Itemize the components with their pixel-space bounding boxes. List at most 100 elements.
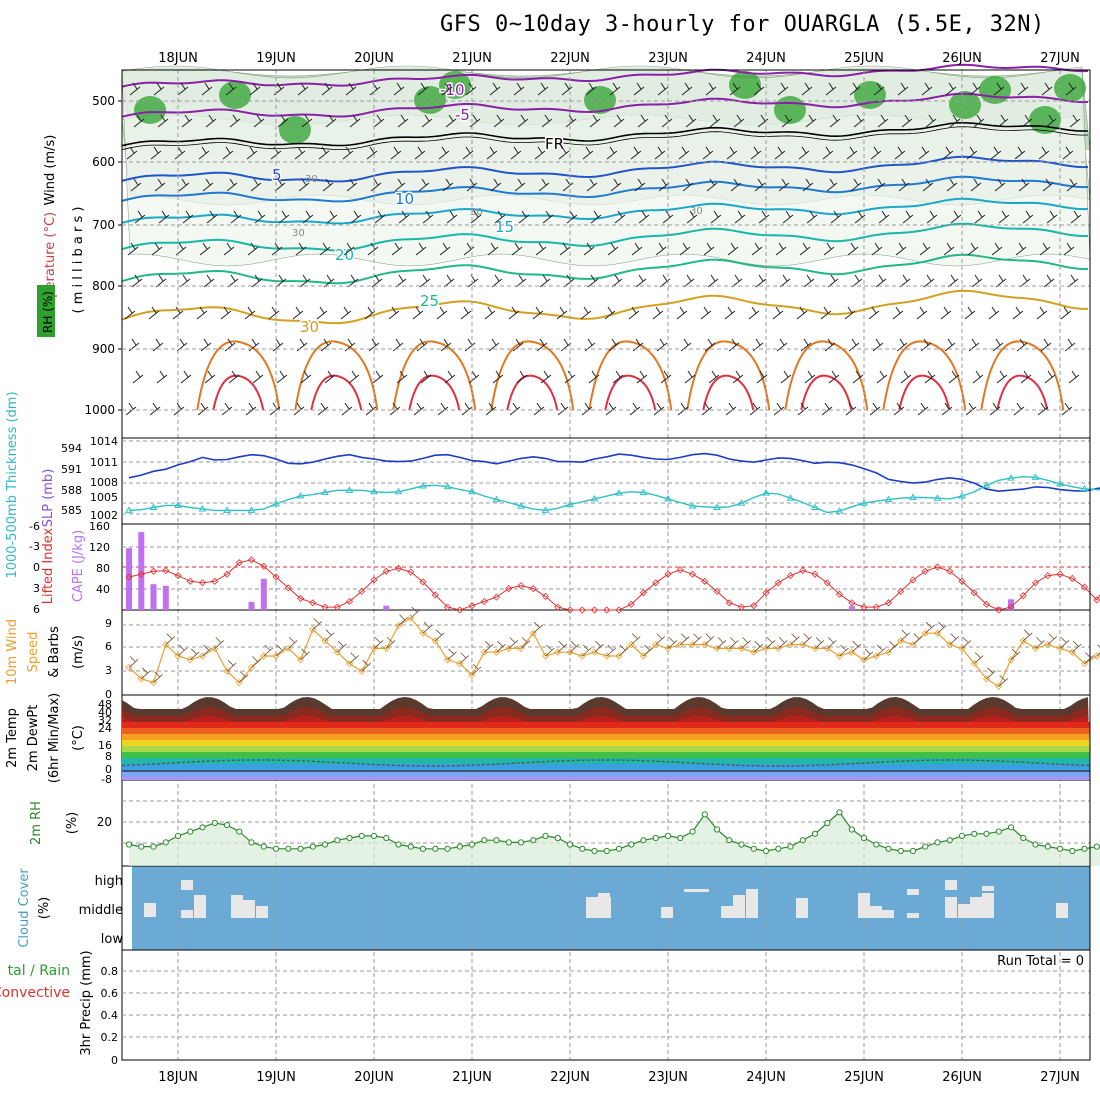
rh2m-marker	[481, 837, 488, 844]
wind-barb	[802, 178, 814, 192]
wind-barb	[850, 178, 862, 192]
wind10-barb	[643, 644, 653, 657]
li-marker	[137, 570, 145, 578]
wind-barb	[701, 402, 713, 416]
li-marker	[970, 589, 978, 597]
slp-tick-label: 1011	[90, 456, 118, 469]
wind-barb	[254, 210, 266, 224]
wind-barb	[1014, 146, 1026, 160]
wind-barb	[684, 370, 696, 384]
warm-contour	[310, 374, 363, 411]
wind-barb	[1022, 210, 1034, 224]
wind-barb	[416, 338, 428, 352]
wind-barb	[634, 178, 646, 192]
rh2m-marker	[934, 839, 941, 846]
wind-barb	[778, 178, 790, 192]
wind10-marker	[260, 652, 268, 660]
wind10-marker	[186, 656, 194, 664]
rh2m-marker	[603, 847, 610, 855]
wind10-marker	[407, 614, 415, 622]
pressure-tick-label: 700	[92, 218, 115, 232]
rh2m-marker	[824, 819, 831, 827]
wind10-barb	[949, 633, 960, 645]
wind10-barb	[606, 644, 617, 657]
temp-tick-label: 8	[105, 750, 112, 763]
wind-barb	[1064, 338, 1076, 352]
wind-barb	[709, 114, 721, 128]
li-marker	[382, 567, 390, 575]
rh2m-marker	[1007, 824, 1015, 831]
li-tick-label: 3	[33, 582, 40, 595]
wind-barb	[302, 210, 314, 224]
wind-barb	[853, 114, 865, 128]
wind-barb	[559, 242, 571, 256]
li-marker	[1056, 570, 1064, 578]
li-marker	[688, 570, 697, 578]
cloud-block	[661, 907, 673, 918]
wind-barb	[677, 402, 689, 416]
cloud-block	[796, 898, 808, 918]
rh2m-marker	[566, 841, 574, 848]
temp-tick-label: 48	[98, 698, 112, 711]
cloud-block	[970, 897, 982, 918]
thickness-marker	[1056, 479, 1064, 487]
cape-tick-label: 80	[96, 562, 110, 575]
wind-barb	[656, 338, 668, 352]
thickness-marker	[174, 501, 182, 508]
cloud-block	[907, 889, 919, 895]
wind-barb	[245, 402, 257, 416]
wind-barb	[297, 82, 309, 96]
wind10-barb	[361, 659, 372, 672]
wind-barb	[605, 402, 617, 416]
rh2m-marker	[334, 837, 341, 844]
cloud-block	[858, 893, 870, 918]
wind-barb	[510, 146, 522, 160]
wind-barb	[948, 370, 960, 384]
cloud-block	[733, 895, 745, 918]
wind-barb	[178, 178, 190, 192]
wind10-barb	[888, 640, 898, 653]
wind-barb	[342, 146, 354, 160]
wind-barb	[589, 114, 601, 128]
wind-barb	[221, 402, 233, 416]
wind10-marker	[1031, 644, 1040, 652]
wind10-barb	[398, 614, 408, 626]
rh2m-marker	[444, 845, 451, 852]
wind10-barb	[912, 633, 923, 645]
li-marker	[480, 597, 488, 605]
wind10-barb	[557, 640, 568, 653]
wind10-barb	[336, 640, 347, 653]
wind-barb	[222, 146, 234, 160]
rh2m-marker	[211, 819, 218, 827]
wind10-barb	[238, 671, 249, 683]
wind-barb	[777, 82, 789, 96]
cape-bar	[1008, 599, 1014, 611]
wind10-marker	[211, 644, 219, 652]
wind-barb	[300, 370, 312, 384]
wind-barb	[468, 370, 480, 384]
wind10-barb	[753, 640, 764, 653]
thickness-marker	[394, 487, 403, 495]
temp-ylabel-c: (6hr Min/Max)	[47, 693, 62, 783]
wind-barb	[148, 306, 160, 320]
wind-barb	[998, 210, 1010, 224]
wind-barb	[419, 274, 431, 288]
li-marker	[419, 578, 427, 586]
wind-barb	[200, 338, 212, 352]
wind-barb	[444, 370, 456, 384]
wind10-barb	[594, 640, 604, 653]
wind10-barb	[177, 644, 188, 657]
wind-barb	[1015, 242, 1027, 256]
rh2m-marker	[272, 845, 280, 852]
wind10-marker	[909, 641, 917, 649]
thickness-marker	[321, 488, 329, 495]
wind10-marker	[541, 652, 550, 660]
wind-barb	[830, 210, 842, 224]
thickness-marker	[811, 503, 819, 511]
thickness-marker	[541, 506, 550, 513]
wind-barb	[849, 82, 861, 96]
wind-barb	[346, 178, 358, 192]
wind-barb	[556, 306, 568, 320]
wind-barb	[325, 114, 337, 128]
li-marker	[517, 582, 525, 590]
